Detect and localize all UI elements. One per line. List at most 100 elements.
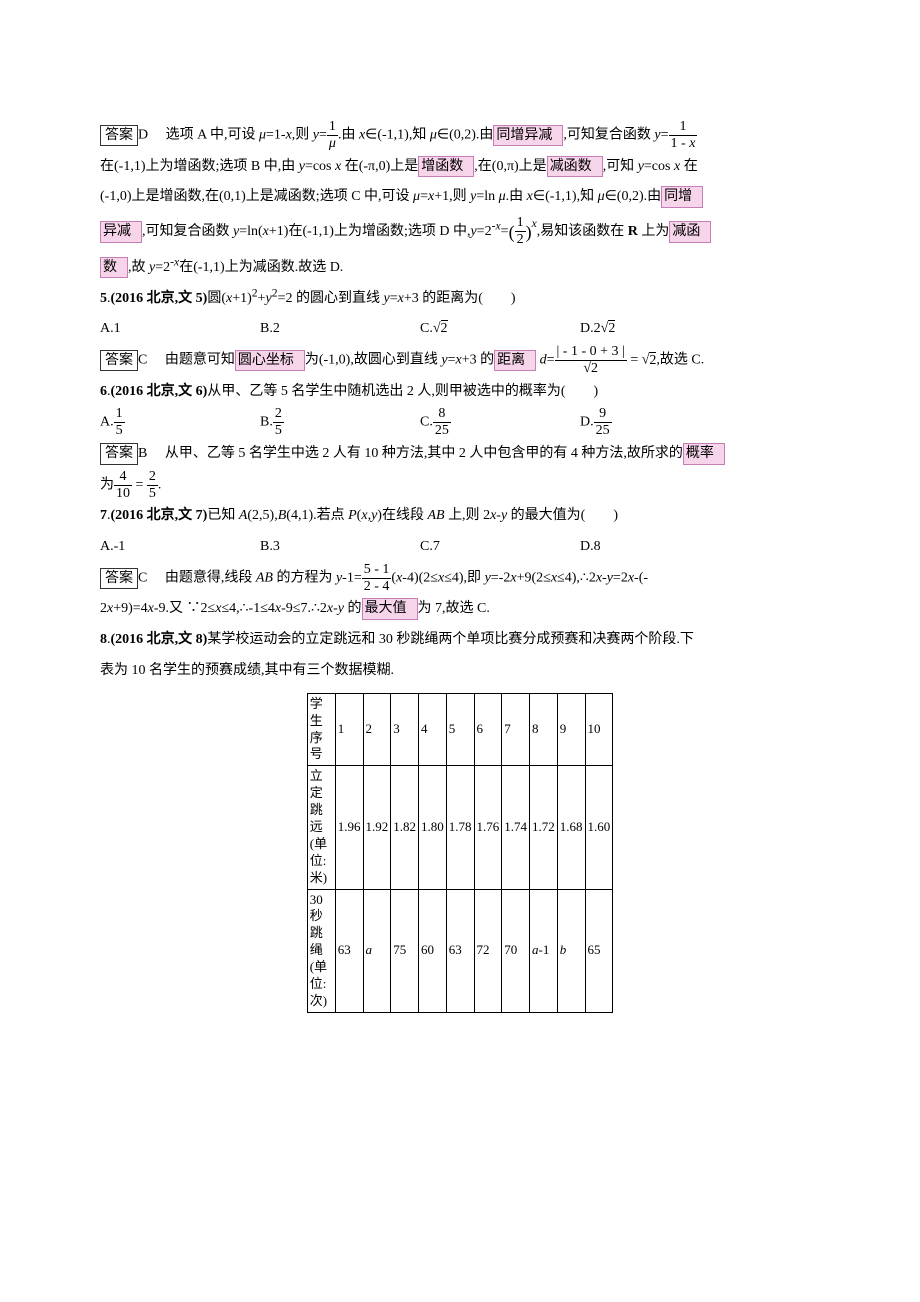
q7-sd: 上,则 bbox=[445, 508, 484, 523]
q7-e3: (2≤ bbox=[419, 571, 438, 586]
td: 2 bbox=[363, 693, 391, 766]
q4-line4: 异减,可知复合函数 y=ln(x+1)在(-1,1)上为增函数;选项 D 中,y… bbox=[100, 213, 820, 253]
q5-sc: 的距离为( ) bbox=[419, 291, 516, 306]
q6-s: 从甲、乙等 5 名学生中随机选出 2 人,则甲被选中的概率为( ) bbox=[207, 384, 598, 399]
th-id: 学生序号 bbox=[307, 693, 335, 766]
hl-dec2: 异减 bbox=[100, 221, 142, 243]
hl-dec-fn2b: 数 bbox=[100, 257, 128, 279]
q4-t1e: .由 bbox=[476, 128, 494, 143]
q5-sb: 的圆心到直线 bbox=[296, 291, 384, 306]
td: 4 bbox=[419, 693, 447, 766]
q5-sa: 圆 bbox=[207, 291, 221, 306]
td: 7 bbox=[502, 693, 530, 766]
q7-opt-a: A.-1 bbox=[100, 532, 260, 563]
q7-e10: ≤4,∴-1≤4 bbox=[221, 601, 274, 616]
q7-src: (2016 北京,文 7) bbox=[111, 508, 208, 523]
td: 70 bbox=[502, 889, 530, 1012]
td: 65 bbox=[585, 889, 613, 1012]
q5-opt-b: B.2 bbox=[260, 314, 420, 345]
q6-options: A.15 B.25 C.825 D.925 bbox=[100, 407, 820, 439]
q4-answer-line: 答案D 选项 A 中,可设 μ=1-x,则 y=1μ.由 x∈(-1,1),知 … bbox=[100, 120, 820, 152]
td: 1.72 bbox=[530, 766, 558, 889]
hl-prob: 概率 bbox=[683, 443, 725, 465]
answer-box: 答案 bbox=[100, 350, 138, 372]
q7-e11: -9≤7.∴2 bbox=[281, 601, 327, 616]
q6-e1: 从甲、乙等 5 名学生中选 2 人有 10 种方法,其中 2 人中包含甲的有 4… bbox=[151, 446, 683, 461]
td: 1.60 bbox=[585, 766, 613, 889]
q8-src: (2016 北京,文 8) bbox=[111, 632, 208, 647]
table-row: 30秒跳绳(单位:次) 63 a 75 60 63 72 70 a-1 b 65 bbox=[307, 889, 613, 1012]
th-jump: 立定跳远(单位:米) bbox=[307, 766, 335, 889]
q6-answer: 答案B 从甲、乙等 5 名学生中选 2 人有 10 种方法,其中 2 人中包含甲… bbox=[100, 439, 820, 470]
q7-e1: 由题意得,线段 bbox=[151, 571, 256, 586]
td: 1.82 bbox=[391, 766, 419, 889]
q6-opt-b: B.25 bbox=[260, 407, 420, 439]
hl-same-inc: 同增 bbox=[661, 186, 703, 208]
q4-t4a: ,可知复合函数 bbox=[142, 224, 233, 239]
q7-se: 的最大值为( ) bbox=[507, 508, 618, 523]
td: 6 bbox=[474, 693, 502, 766]
q4-t2b: 在(-π,0)上是 bbox=[341, 159, 418, 174]
answer-box: 答案 bbox=[100, 443, 138, 465]
q4-t1d: ,知 bbox=[409, 128, 430, 143]
q5-opt-a: A.1 bbox=[100, 314, 260, 345]
q5-answer: 答案C 由题意可知圆心坐标为(-1,0),故圆心到直线 y=x+3 的距离 d=… bbox=[100, 345, 820, 377]
q5-e2: 为(-1,0),故圆心到直线 bbox=[305, 353, 442, 368]
q4-t4c: ,易知该函数在 bbox=[537, 224, 628, 239]
td: 1.68 bbox=[557, 766, 585, 889]
q7-answer2: 2x+9)=4x-9.又 ∵2≤x≤4,∴-1≤4x-9≤7.∴2x-y 的最大… bbox=[100, 594, 820, 625]
q7-opt-c: C.7 bbox=[420, 532, 580, 563]
td: 10 bbox=[585, 693, 613, 766]
q4-line5: 数,故 y=2-x在(-1,1)上为减函数.故选 D. bbox=[100, 253, 820, 284]
q4-t3b: ,则 bbox=[449, 189, 470, 204]
q7-stem: 7.(2016 北京,文 7)已知 A(2,5),B(4,1).若点 P(x,y… bbox=[100, 501, 820, 532]
q8-stem2: 表为 10 名学生的预赛成绩,其中有三个数据模糊. bbox=[100, 656, 820, 687]
q7-opt-d: D.8 bbox=[580, 532, 740, 563]
td: 63 bbox=[335, 889, 363, 1012]
q5-stem: 5.(2016 北京,文 5)圆(x+1)2+y2=2 的圆心到直线 y=x+3… bbox=[100, 284, 820, 315]
q7-e12: 的 bbox=[344, 601, 362, 616]
q8-stem1: 8.(2016 北京,文 8)某学校运动会的立定跳远和 30 秒跳绳两个单项比赛… bbox=[100, 625, 820, 656]
hl-same-inc-dec: 同增异减 bbox=[493, 125, 563, 147]
q7-answer: 答案C 由题意得,线段 AB 的方程为 y-1=5 - 12 - 4(x-4)(… bbox=[100, 563, 820, 595]
q4-t2d: ,可知 bbox=[603, 159, 638, 174]
td: 72 bbox=[474, 889, 502, 1012]
q4-t1b: ,则 bbox=[292, 128, 313, 143]
q7-sb: .若点 bbox=[313, 508, 348, 523]
q7-opt-b: B.3 bbox=[260, 532, 420, 563]
q5-answer-letter: C bbox=[138, 353, 147, 368]
hl-dec-fn2: 减函 bbox=[669, 221, 711, 243]
q8-s2: 表为 10 名学生的预赛成绩,其中有三个数据模糊. bbox=[100, 663, 394, 678]
td: 1.92 bbox=[363, 766, 391, 889]
q4-t5a: ,故 bbox=[128, 260, 149, 275]
q4-line2: 在(-1,1)上为增函数;选项 B 中,由 y=cos x 在(-π,0)上是增… bbox=[100, 152, 820, 183]
q8-num: 8 bbox=[100, 632, 107, 647]
td: 75 bbox=[391, 889, 419, 1012]
q4-answer-letter: D bbox=[138, 128, 148, 143]
q5-options: A.1 B.2 C.√2 D.2√2 bbox=[100, 314, 820, 345]
q5-e1: 由题意可知 bbox=[151, 353, 235, 368]
td: b bbox=[557, 889, 585, 1012]
td: 1.76 bbox=[474, 766, 502, 889]
q4-t3c: .由 bbox=[506, 189, 527, 204]
table-row: 立定跳远(单位:米) 1.96 1.92 1.82 1.80 1.78 1.76… bbox=[307, 766, 613, 889]
q4-t1f: ,可知复合函数 bbox=[563, 128, 654, 143]
answer-label: 答案 bbox=[105, 128, 133, 143]
th-rope: 30秒跳绳(单位:次) bbox=[307, 889, 335, 1012]
hl-center: 圆心坐标 bbox=[235, 350, 305, 372]
q6-src: (2016 北京,文 6) bbox=[111, 384, 208, 399]
hl-max: 最大值 bbox=[362, 598, 418, 620]
q7-e9: -9.又 ∵2≤ bbox=[154, 601, 215, 616]
q4-t1c: .由 bbox=[338, 128, 359, 143]
q7-e5: (2≤ bbox=[531, 571, 550, 586]
q7-sc: 在线段 bbox=[382, 508, 428, 523]
hl-dec-fn: 减函数 bbox=[547, 156, 603, 178]
q6-answer-letter: B bbox=[138, 446, 147, 461]
q7-answer-letter: C bbox=[138, 571, 147, 586]
q4-t3d: ,知 bbox=[577, 189, 598, 204]
q5-src: (2016 北京,文 5) bbox=[111, 291, 208, 306]
q8-s1: 某学校运动会的立定跳远和 30 秒跳绳两个单项比赛分成预赛和决赛两个阶段.下 bbox=[207, 632, 694, 647]
q7-e7: 2 bbox=[100, 601, 107, 616]
q6-answer2: 为410 = 25. bbox=[100, 470, 820, 502]
q7-e6: ≤4),∴ bbox=[557, 571, 589, 586]
